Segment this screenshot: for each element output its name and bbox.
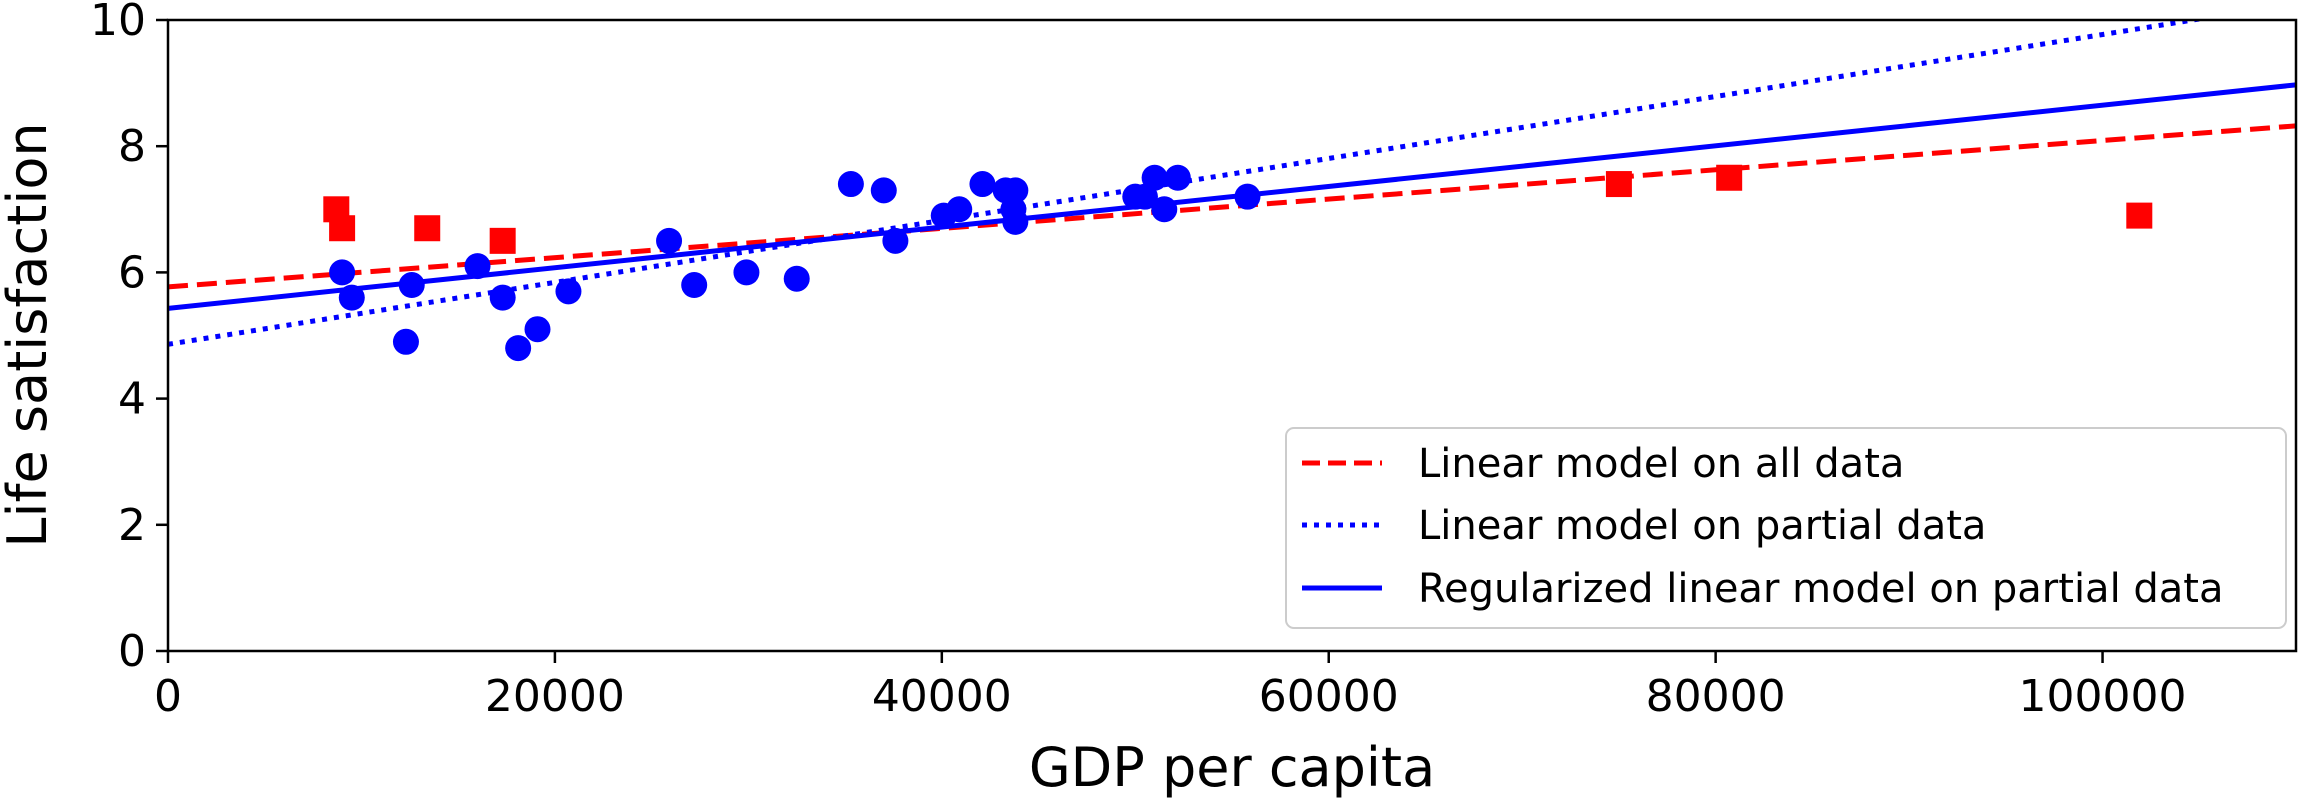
circle-point (733, 259, 760, 286)
circle-point (464, 253, 491, 280)
square-point (1716, 164, 1743, 191)
y-axis-label: Life satisfaction (0, 122, 59, 547)
circle-point (1164, 164, 1191, 191)
circle-point (969, 171, 996, 198)
circle-point (329, 259, 356, 286)
y-tick-label: 0 (118, 626, 146, 677)
circle-point (555, 278, 582, 305)
x-tick-label: 80000 (1646, 671, 1786, 722)
square-point (329, 215, 356, 242)
legend-label-regularized: Regularized linear model on partial data (1418, 566, 2224, 612)
circle-point (1141, 164, 1168, 191)
legend: Linear model on all data Linear model on… (1285, 427, 2287, 629)
square-point (2126, 202, 2153, 229)
circle-point (338, 284, 365, 311)
x-tick-label: 20000 (485, 671, 625, 722)
circle-point (1234, 183, 1261, 210)
x-tick-label: 0 (154, 671, 182, 722)
x-tick-label: 60000 (1259, 671, 1399, 722)
legend-label-partial-data: Linear model on partial data (1418, 503, 1986, 549)
circle-point (392, 328, 419, 355)
circle-point (1002, 177, 1029, 204)
y-tick-label: 6 (118, 247, 146, 298)
circle-point (656, 227, 683, 254)
circle-point (681, 272, 708, 299)
circle-point (505, 335, 532, 362)
circle-point (524, 316, 551, 343)
circle-point (489, 284, 516, 311)
y-tick-label: 10 (90, 0, 146, 46)
legend-box (1285, 427, 2287, 629)
model-lines (168, 20, 2296, 347)
circle-point (1151, 196, 1178, 223)
axis-ticks: 0 20000 40000 60000 80000 100000 0 2 4 6 8 10 (90, 0, 2187, 722)
square-point (414, 215, 441, 242)
circle-point (870, 177, 897, 204)
circle-point (837, 171, 864, 198)
data-points (323, 164, 2153, 362)
circle-point (783, 265, 810, 292)
circle-point (882, 227, 909, 254)
plot-frame (166, 18, 2298, 653)
circle-point (1002, 208, 1029, 235)
legend-label-all-data: Linear model on all data (1418, 441, 1904, 487)
square-point (1605, 171, 1632, 198)
model-line-dashed (168, 123, 2296, 290)
x-axis-label: GDP per capita (1029, 736, 1435, 799)
circle-point (398, 272, 425, 299)
y-tick-label: 4 (118, 374, 146, 425)
square-point (489, 227, 516, 254)
y-tick-label: 2 (118, 500, 146, 551)
circle-point (946, 196, 973, 223)
x-tick-label: 40000 (872, 671, 1012, 722)
x-tick-label: 100000 (2019, 671, 2187, 722)
y-tick-label: 8 (118, 121, 146, 172)
model-line-solid (168, 82, 2296, 311)
